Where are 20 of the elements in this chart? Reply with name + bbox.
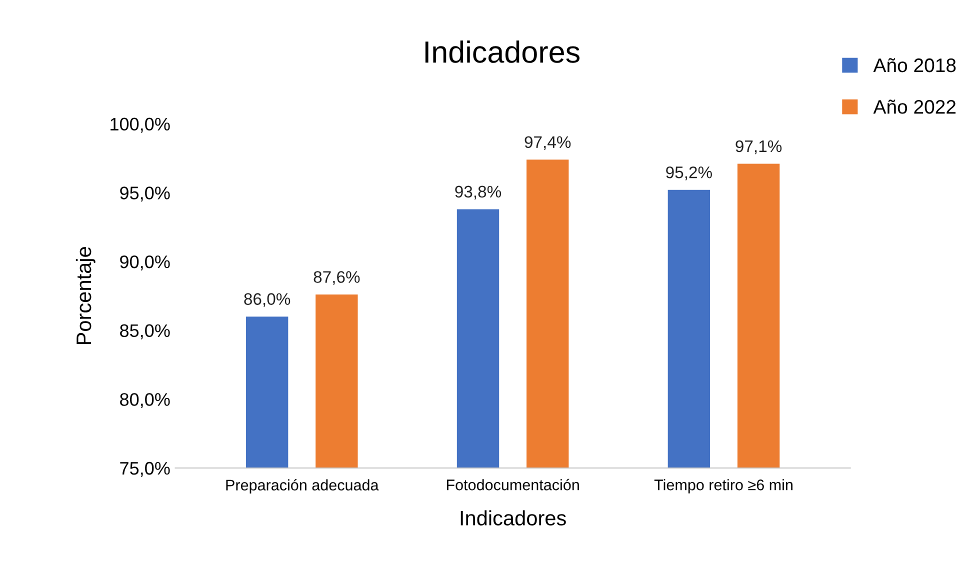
x-tick-label: Tiempo retiro ≥6 min [654, 479, 792, 494]
chart-title: Indicadores [425, 40, 580, 63]
y-tick-label: 95,0% [120, 186, 170, 202]
y-tick-label: 75,0% [120, 462, 170, 477]
x-tick-label: Preparación adecuada [226, 479, 379, 494]
data-label: 86,0% [244, 293, 290, 307]
data-label: 95,2% [666, 166, 712, 180]
x-tick-label: Fotodocumentación [446, 478, 579, 490]
y-tick-label: 100,0% [110, 118, 170, 133]
x-axis-title: Indicadores [460, 510, 566, 526]
data-label: 93,8% [455, 186, 502, 200]
y-axis-title: Porcentaje [76, 247, 96, 344]
data-label: 87,6% [314, 271, 360, 285]
y-tick-label: 90,0% [120, 255, 170, 270]
y-tick-label: 80,0% [120, 393, 170, 408]
data-label: 97,1% [736, 140, 782, 154]
legend-label: Año 2022 [873, 100, 956, 114]
y-tick-label: 85,0% [120, 324, 170, 340]
legend-label: Año 2018 [873, 58, 956, 72]
data-label: 97,4% [524, 136, 571, 150]
